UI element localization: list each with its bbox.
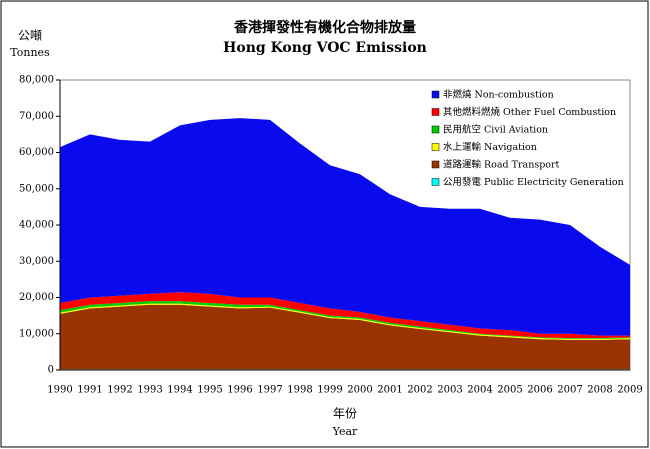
legend-swatch [431, 125, 440, 134]
legend-swatch [431, 108, 440, 116]
x-tick-label: 1996 [227, 385, 252, 396]
x-tick-label: 2001 [377, 385, 402, 396]
y-tick-label: 20,000 [19, 292, 54, 303]
x-tick-label: 2008 [587, 385, 612, 396]
x-tick-label: 1999 [317, 385, 342, 396]
legend-label: 其他燃料燃燒 Other Fuel Combustion [443, 106, 616, 118]
x-tick-label: 1995 [197, 385, 222, 396]
y-tick-label: 80,000 [19, 75, 54, 86]
legend-swatch [431, 90, 440, 99]
y-tick-label: 50,000 [19, 183, 54, 194]
x-tick-label: 2007 [557, 385, 582, 396]
x-tick-label: 2000 [347, 385, 372, 396]
area [60, 118, 630, 336]
legend-label: 公用發電 Public Electricity Generation [443, 176, 624, 188]
x-tick-label: 1997 [257, 385, 282, 396]
x-tick-label: 1994 [167, 385, 192, 396]
x-tick-label: 1990 [47, 385, 72, 396]
y-tick-label: 40,000 [19, 220, 54, 231]
chart-title: 香港揮發性有機化合物排放量 [233, 19, 416, 36]
area [60, 304, 630, 370]
x-tick-label: 1993 [137, 385, 162, 396]
x-tick-label: 1998 [287, 385, 312, 396]
x-axis-label-en: Year [332, 425, 358, 438]
legend-swatch [431, 143, 440, 151]
y-axis-label: 公噸 [18, 29, 42, 43]
legend-label: 非燃燒 Non-combustion [443, 89, 554, 101]
x-tick-label: 2002 [407, 385, 432, 396]
x-tick-label: 1991 [77, 385, 102, 396]
y-tick-label: 30,000 [19, 256, 54, 267]
y-tick-label: 70,000 [19, 111, 54, 122]
x-tick-label: 1992 [107, 385, 132, 396]
y-tick-label: 0 [48, 365, 54, 376]
y-tick-label: 10,000 [19, 328, 54, 339]
x-tick-label: 2009 [617, 385, 642, 396]
x-tick-label: 2006 [527, 385, 552, 396]
x-axis-label: 年份 [333, 407, 357, 421]
legend-label: 道路運輸 Road Transport [443, 159, 560, 171]
area [60, 292, 630, 339]
area [60, 301, 630, 339]
x-tick-label: 2005 [497, 385, 522, 396]
chart-subtitle: Hong Kong VOC Emission [223, 40, 427, 56]
x-tick-label: 2004 [467, 385, 492, 396]
x-tick-label: 2003 [437, 385, 462, 396]
legend-swatch [431, 160, 440, 169]
legend-label: 水上運輸 Navigation [443, 141, 537, 153]
legend-swatch [431, 178, 440, 186]
y-tick-label: 60,000 [19, 147, 54, 158]
y-axis-label-en: Tonnes [10, 46, 50, 59]
legend-label: 民用航空 Civil Aviation [443, 124, 548, 136]
